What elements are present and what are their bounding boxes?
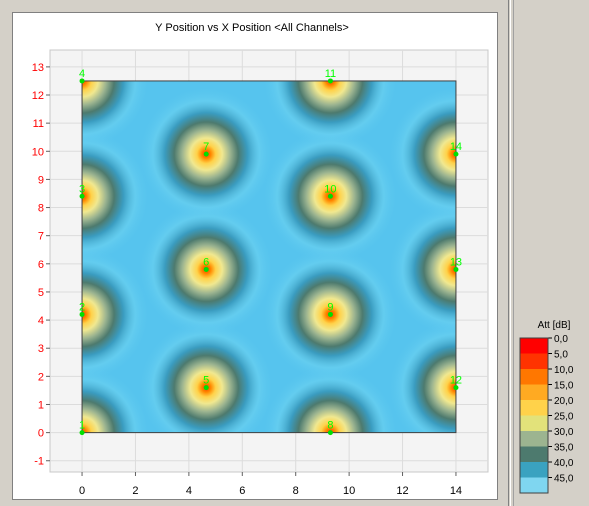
- source-pattern: [389, 87, 456, 221]
- y-tick-label: 1: [38, 399, 44, 411]
- source-label: 10: [324, 183, 336, 195]
- source-marker: [79, 311, 85, 317]
- source-label: 7: [203, 141, 209, 153]
- legend-swatch: [520, 369, 548, 385]
- legend-swatch: [520, 462, 548, 478]
- source-label: 9: [327, 301, 333, 313]
- data-frame: [81, 80, 457, 434]
- y-tick-label: 10: [32, 146, 44, 158]
- x-tick-label: 6: [239, 485, 245, 497]
- plot-area: 1234567891011121314-10123456789101112130…: [32, 49, 489, 497]
- source-label: 3: [79, 183, 85, 195]
- source-pattern: [263, 80, 398, 148]
- y-tick-label: 11: [33, 118, 44, 130]
- x-tick-label: 14: [450, 485, 462, 497]
- legend: Att [dB] 0,0 5,0 10,0 15,0 20,0 25,0 30,0 35,0 40…: [519, 320, 574, 494]
- x-tick-label: 2: [132, 485, 138, 497]
- source-marker: [453, 266, 459, 272]
- source-label: 6: [203, 256, 209, 268]
- source-pattern: [389, 202, 456, 337]
- source-label: 2: [79, 301, 85, 313]
- source-marker: [203, 266, 209, 272]
- legend-label: 30,0: [554, 427, 574, 438]
- source-marker: [327, 78, 333, 84]
- legend-swatch: [520, 353, 548, 369]
- legend-swatch: [520, 477, 548, 493]
- source-marker: [79, 193, 85, 199]
- legend-swatch: [520, 431, 548, 447]
- source-label: 13: [450, 256, 462, 268]
- legend-label: 5,0: [554, 350, 568, 361]
- x-tick-label: 10: [343, 485, 355, 497]
- attenuation-field: [82, 80, 456, 433]
- source-marker: [203, 385, 209, 391]
- source-label: 5: [203, 375, 209, 387]
- source-pattern: [82, 129, 149, 264]
- source-pattern: [82, 247, 149, 382]
- source-marker: [203, 151, 209, 157]
- source-marker: [327, 311, 333, 317]
- source-marker: [79, 430, 85, 436]
- legend-swatch: [520, 384, 548, 400]
- legend-label: 0,0: [554, 334, 568, 345]
- source-label: 8: [327, 420, 333, 432]
- legend-label: 20,0: [554, 396, 574, 407]
- legend-label: 45,0: [554, 474, 574, 485]
- y-tick-label: 6: [38, 259, 44, 271]
- y-tick-label: 4: [38, 315, 44, 327]
- legend-swatch: [520, 400, 548, 416]
- source-marker: [327, 193, 333, 199]
- legend-swatch: [520, 446, 548, 462]
- legend-label: 15,0: [554, 381, 574, 392]
- source-label: 1: [79, 420, 85, 432]
- legend-swatch: [520, 338, 548, 354]
- source-label: 12: [450, 375, 462, 387]
- legend-label: 10,0: [554, 365, 574, 376]
- x-tick-label: 8: [293, 485, 299, 497]
- source-marker: [453, 385, 459, 391]
- source-pattern: [389, 320, 456, 433]
- legend-swatch: [520, 415, 548, 431]
- x-tick-label: 12: [396, 485, 408, 497]
- y-tick-label: 13: [32, 62, 44, 74]
- y-tick-label: 3: [38, 343, 44, 355]
- y-tick-label: 7: [38, 231, 44, 243]
- legend-label: 40,0: [554, 458, 574, 469]
- x-tick-label: 4: [186, 485, 192, 497]
- source-label: 11: [325, 68, 336, 80]
- x-tick-label: 0: [79, 485, 85, 497]
- y-tick-label: 12: [32, 90, 44, 102]
- source-pattern: [139, 320, 273, 433]
- y-tick-label: 5: [38, 287, 44, 299]
- legend-frame: [519, 337, 549, 494]
- source-marker: [453, 151, 459, 157]
- source-pattern: [82, 365, 149, 433]
- source-label: 14: [450, 141, 462, 153]
- legend-label: 35,0: [554, 443, 574, 454]
- source-marker: [79, 78, 85, 84]
- y-tick-label: 0: [38, 428, 44, 440]
- y-tick-label: 8: [38, 203, 44, 215]
- source-marker: [327, 430, 333, 436]
- source-pattern: [82, 80, 149, 148]
- legend-label: 25,0: [554, 412, 574, 423]
- source-label: 4: [79, 68, 85, 80]
- y-tick-label: -1: [34, 456, 44, 468]
- y-tick-label: 9: [38, 174, 44, 186]
- legend-title: Att [dB]: [538, 320, 571, 331]
- source-pattern: [263, 365, 398, 433]
- y-tick-label: 2: [38, 371, 44, 383]
- chart-title: Y Position vs X Position <All Channels>: [155, 22, 349, 34]
